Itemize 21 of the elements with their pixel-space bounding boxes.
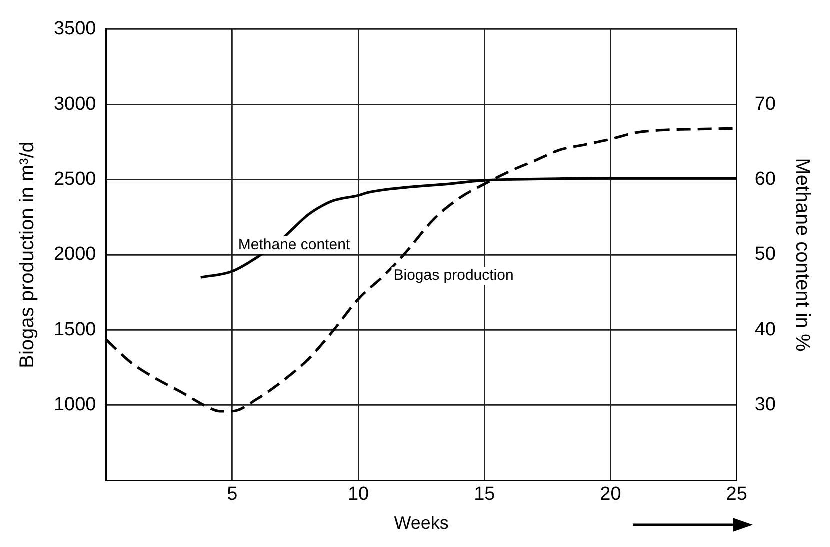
x-tick-label: 5 (227, 484, 238, 506)
y-tick-label: 3000 (54, 94, 96, 115)
x-tick-label: 25 (726, 484, 748, 506)
x-axis-title: Weeks (394, 513, 449, 534)
x-tick-label: 10 (348, 484, 370, 506)
series-label: Biogas production (394, 267, 514, 284)
y-axis-title: Biogas production in m³/d (16, 142, 39, 368)
x-tick-label: 20 (600, 484, 622, 506)
y-tick-label: 1000 (54, 394, 96, 416)
x-tick-label: 15 (474, 484, 496, 506)
y2-tick-label: 70 (754, 94, 776, 115)
y-tick-label: 2500 (54, 169, 96, 190)
y-tick-label: 3500 (54, 18, 96, 40)
y-tick-label: 2000 (54, 244, 96, 266)
y2-tick-label: 40 (754, 319, 776, 340)
y-tick-label: 1500 (54, 319, 96, 340)
y2-tick-label: 60 (754, 169, 776, 190)
y2-tick-label: 50 (754, 244, 776, 266)
y2-axis-title: Methane content in % (791, 158, 814, 352)
y2-tick-label: 30 (754, 394, 776, 416)
series-label: Methane content (238, 236, 351, 254)
